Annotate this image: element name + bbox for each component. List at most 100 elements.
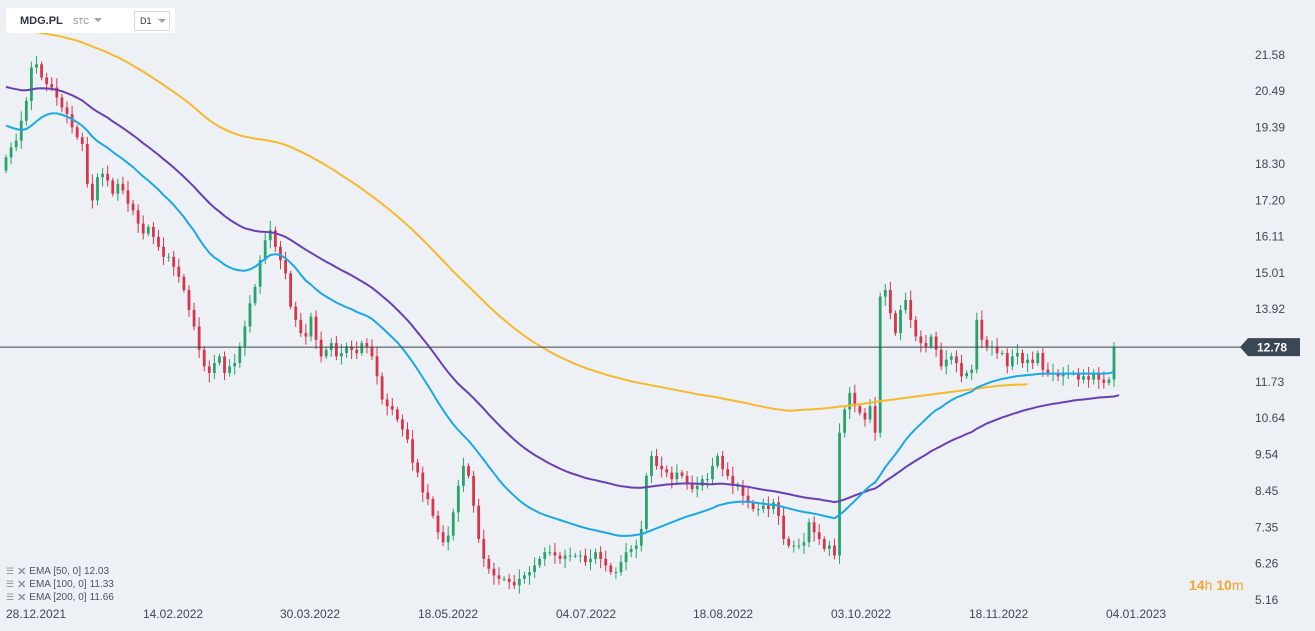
candle-body xyxy=(197,326,201,350)
candle-body xyxy=(1000,353,1004,355)
candle-body xyxy=(258,260,262,287)
candle xyxy=(711,457,714,486)
current-price-label: 12.78 xyxy=(1257,341,1287,355)
instrument-toolbar: MDG.PL STC D1 xyxy=(6,8,175,33)
candle-body xyxy=(558,555,562,559)
y-tick-label: 21.58 xyxy=(1255,48,1285,62)
candle-body xyxy=(456,485,460,513)
candle xyxy=(985,336,989,352)
candle xyxy=(197,317,201,358)
candle-body xyxy=(1021,353,1024,364)
candle xyxy=(523,571,526,584)
type-dropdown-icon[interactable] xyxy=(94,18,102,22)
candle xyxy=(645,473,648,532)
candle xyxy=(207,360,211,383)
candle xyxy=(238,342,242,368)
candle-body xyxy=(375,356,379,377)
candle-body xyxy=(1041,353,1045,370)
symbol-label[interactable]: MDG.PL xyxy=(20,15,63,27)
candle xyxy=(1046,362,1050,377)
candle xyxy=(558,551,562,564)
candle-body xyxy=(70,114,74,128)
candle xyxy=(492,562,496,585)
candle xyxy=(614,567,618,580)
candle xyxy=(462,457,465,492)
candle-body xyxy=(528,572,531,576)
close-icon[interactable]: ✕ xyxy=(17,579,27,591)
candle xyxy=(1010,349,1014,371)
candle-body xyxy=(395,409,399,420)
candle-body xyxy=(629,548,633,553)
current-price-line-layer: 12.78 xyxy=(0,338,1300,357)
candle-body xyxy=(263,240,267,261)
price-axis: 21.58 20.49 19.39 18.30 17.20 16.11 15.01 13.92… xyxy=(1255,48,1285,607)
candle-body xyxy=(888,289,892,314)
candle-body xyxy=(1082,376,1085,380)
candle xyxy=(1107,376,1111,386)
candle xyxy=(91,174,94,209)
candle-body xyxy=(268,230,272,241)
candle-body xyxy=(960,363,963,377)
candle-body xyxy=(650,455,653,476)
candle xyxy=(477,498,481,543)
candle xyxy=(1077,368,1080,387)
candle-body xyxy=(604,558,608,566)
candle-body xyxy=(1036,353,1040,364)
candle-body xyxy=(85,143,89,184)
candle xyxy=(167,253,171,262)
candle-body xyxy=(721,455,725,470)
candle xyxy=(665,465,669,478)
close-icon[interactable]: ✕ xyxy=(17,566,27,578)
candle-body xyxy=(980,319,984,340)
candle-body xyxy=(1097,372,1101,380)
candle-body xyxy=(548,552,552,554)
candle-body xyxy=(1056,372,1060,377)
candle-body xyxy=(873,406,877,433)
candle xyxy=(116,178,120,201)
candle-body xyxy=(731,475,735,486)
candle xyxy=(909,290,913,329)
candle xyxy=(85,136,89,188)
candle-body xyxy=(91,183,94,201)
legend-label: EMA [100, 0] xyxy=(29,579,87,590)
candle xyxy=(218,353,221,366)
candle xyxy=(899,305,902,341)
candle-body xyxy=(843,409,847,433)
candle xyxy=(324,347,328,360)
candle-body xyxy=(924,343,928,347)
ema200-line xyxy=(5,23,1028,412)
candle-body xyxy=(202,349,206,367)
list-icon[interactable]: ☰ xyxy=(6,592,15,602)
candle xyxy=(106,165,110,187)
close-icon[interactable]: ✕ xyxy=(17,592,27,604)
candle xyxy=(878,292,882,438)
candle xyxy=(960,354,963,383)
candle xyxy=(573,552,577,559)
candle-body xyxy=(751,502,755,510)
candle-body xyxy=(167,256,171,258)
candle-body xyxy=(401,419,404,430)
candle xyxy=(716,453,719,469)
timeframe-select[interactable]: D1 xyxy=(134,11,170,31)
candle xyxy=(604,550,608,572)
candle xyxy=(914,316,918,342)
candle xyxy=(284,251,287,280)
candle-body xyxy=(487,558,491,569)
candle-body xyxy=(1010,356,1014,367)
list-icon[interactable]: ☰ xyxy=(6,579,15,589)
candle-body xyxy=(360,343,364,354)
candle-body xyxy=(446,535,450,543)
candle-body xyxy=(451,512,455,536)
candle xyxy=(80,132,84,152)
candle xyxy=(14,133,18,152)
candle-body xyxy=(777,502,780,516)
candle xyxy=(660,456,664,478)
candle xyxy=(451,508,455,541)
list-icon[interactable]: ☰ xyxy=(6,566,15,576)
candle xyxy=(65,101,69,124)
candle-body xyxy=(858,406,862,413)
candle-body xyxy=(878,296,882,433)
instrument-type-label[interactable]: STC xyxy=(73,17,89,26)
candle-body xyxy=(614,572,618,574)
